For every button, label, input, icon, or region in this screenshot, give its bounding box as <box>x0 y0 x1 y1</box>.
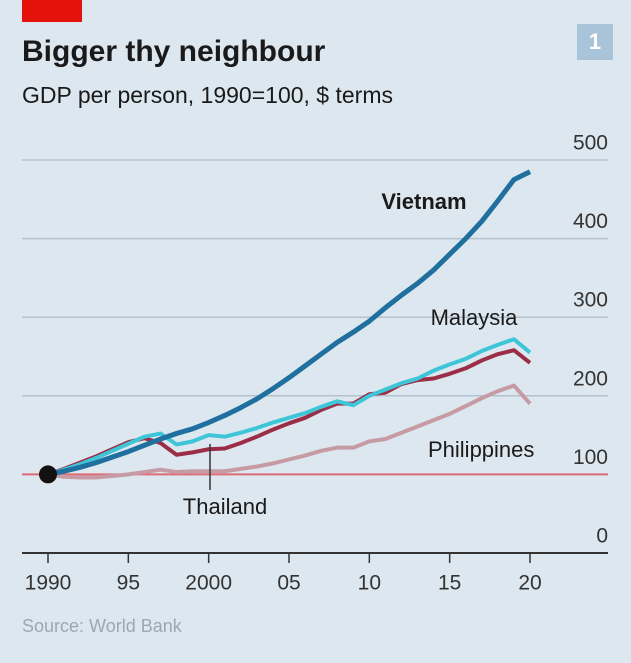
x-tick-label: 05 <box>277 572 300 595</box>
series-line <box>47 337 532 477</box>
y-tick-label: 500 <box>573 132 608 155</box>
x-tick-label: 15 <box>438 572 461 595</box>
y-tick-label: 400 <box>573 210 608 233</box>
x-tick-label: 10 <box>358 572 381 595</box>
chart-number: 1 <box>589 29 601 54</box>
chart-badge <box>577 24 613 60</box>
series-label: Philippines <box>428 437 534 462</box>
y-tick-label: 200 <box>573 367 608 390</box>
y-tick-label: 100 <box>573 446 608 469</box>
y-tick-label: 300 <box>573 289 608 312</box>
x-tick-label: 1990 <box>25 572 72 595</box>
chart-title: Bigger thy neighbour <box>22 35 326 68</box>
x-tick-label: 20 <box>518 572 541 595</box>
x-tick-label: 2000 <box>185 572 232 595</box>
chart-subtitle: GDP per person, 1990=100, $ terms <box>22 82 393 108</box>
series-line <box>47 169 532 477</box>
y-tick-label: 0 <box>596 525 608 548</box>
x-tick-label: 95 <box>117 572 140 595</box>
source: Source: World Bank <box>22 616 183 636</box>
series-line <box>47 383 532 480</box>
series-label: Vietnam <box>381 189 466 214</box>
series-label: Thailand <box>183 494 267 519</box>
series-label: Malaysia <box>431 305 519 330</box>
brand-tab <box>22 0 82 22</box>
origin-dot <box>39 465 57 484</box>
